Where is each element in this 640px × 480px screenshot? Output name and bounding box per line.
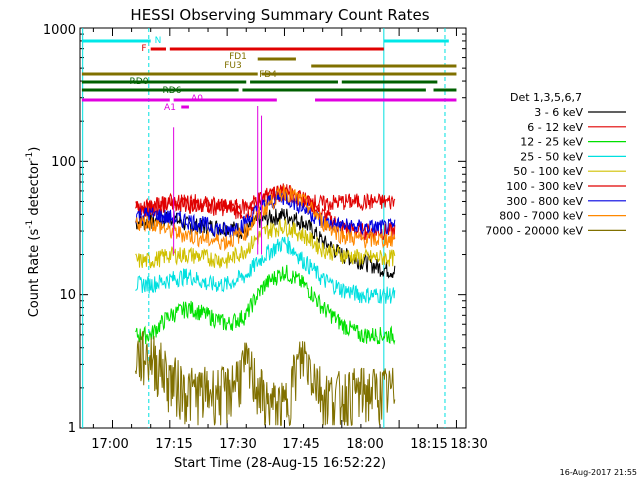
flag-bar — [242, 88, 426, 92]
flag-label: FU3 — [224, 61, 242, 71]
flag-bar — [341, 80, 438, 84]
flag-label: FD4 — [259, 70, 277, 80]
legend-label: 25 - 50 keV — [520, 150, 583, 163]
legend-label: 6 - 12 keV — [527, 121, 583, 134]
series-line — [134, 330, 396, 427]
y-tick-label: 100 — [51, 155, 76, 170]
legend-label: 7000 - 20000 keV — [485, 224, 583, 237]
x-tick-label: 18:15 — [410, 437, 447, 452]
axis-ticks — [80, 27, 466, 429]
flag-bar — [315, 98, 457, 102]
legend-label: 12 - 25 keV — [520, 136, 583, 149]
series-layer — [82, 28, 446, 428]
legend: Det 1,3,5,6,7 3 - 6 keV 6 - 12 keV 12 - 25… — [485, 91, 626, 237]
chart-title: HESSI Observing Summary Count Rates — [130, 6, 429, 24]
legend-label: 3 - 6 keV — [534, 106, 583, 119]
flag-bar — [261, 72, 457, 76]
series-line — [135, 183, 396, 218]
flag-label: A1 — [164, 103, 176, 113]
legend-title: Det 1,3,5,6,7 — [510, 91, 582, 104]
legend-label: 50 - 100 keV — [513, 165, 583, 178]
y-tick-label: 1000 — [43, 23, 76, 38]
legend-label: 100 - 300 keV — [506, 180, 583, 193]
flag-bar — [81, 98, 170, 102]
y-tick-label: 1 — [68, 421, 76, 436]
flag-bar — [81, 80, 247, 84]
x-axis-label: Start Time (28-Aug-15 16:52:22) — [174, 456, 386, 471]
x-tick-label: 17:30 — [219, 437, 256, 452]
flag-label: RD6 — [163, 86, 182, 96]
series-line — [135, 264, 396, 346]
y-tick-label: 10 — [59, 288, 76, 303]
flag-label: F — [141, 44, 146, 54]
x-tick-label: 17:45 — [282, 437, 319, 452]
y-axis-label: Count Rate (s-1 detector-1) — [25, 147, 42, 318]
flag-bar — [250, 80, 338, 84]
series-line — [135, 236, 396, 304]
x-tick-label: 17:15 — [155, 437, 192, 452]
legend-label: 800 - 7000 keV — [499, 210, 583, 223]
flag-label: A0 — [191, 94, 203, 104]
x-tick-label: 18:30 — [450, 437, 487, 452]
flag-bar — [311, 64, 457, 68]
flag-bar — [150, 47, 166, 51]
flag-bar — [81, 72, 258, 76]
y-tick-labels: 1 10 100 1000 — [43, 23, 76, 436]
flag-label: N — [155, 36, 162, 46]
flag-bar — [433, 88, 457, 92]
flag-bar — [181, 105, 189, 109]
legend-label: 300 - 800 keV — [506, 195, 583, 208]
x-tick-label: 17:00 — [91, 437, 128, 452]
plot-frame — [79, 27, 467, 429]
flag-bar — [257, 57, 296, 61]
flag-bar — [169, 47, 384, 51]
flag-label: RD0 — [130, 77, 149, 87]
series-line — [135, 218, 396, 269]
flag-label: FD1 — [229, 52, 247, 62]
flag-bar — [173, 98, 277, 102]
x-tick-label: 18:00 — [346, 437, 383, 452]
flag-bar — [81, 39, 151, 43]
timestamp: 16-Aug-2017 21:55 — [560, 468, 637, 477]
flag-bar — [383, 39, 449, 43]
series-line — [135, 185, 396, 252]
x-tick-labels: 17:00 17:15 17:30 17:45 18:00 18:15 18:3… — [91, 437, 487, 452]
flag-bar — [81, 88, 239, 92]
